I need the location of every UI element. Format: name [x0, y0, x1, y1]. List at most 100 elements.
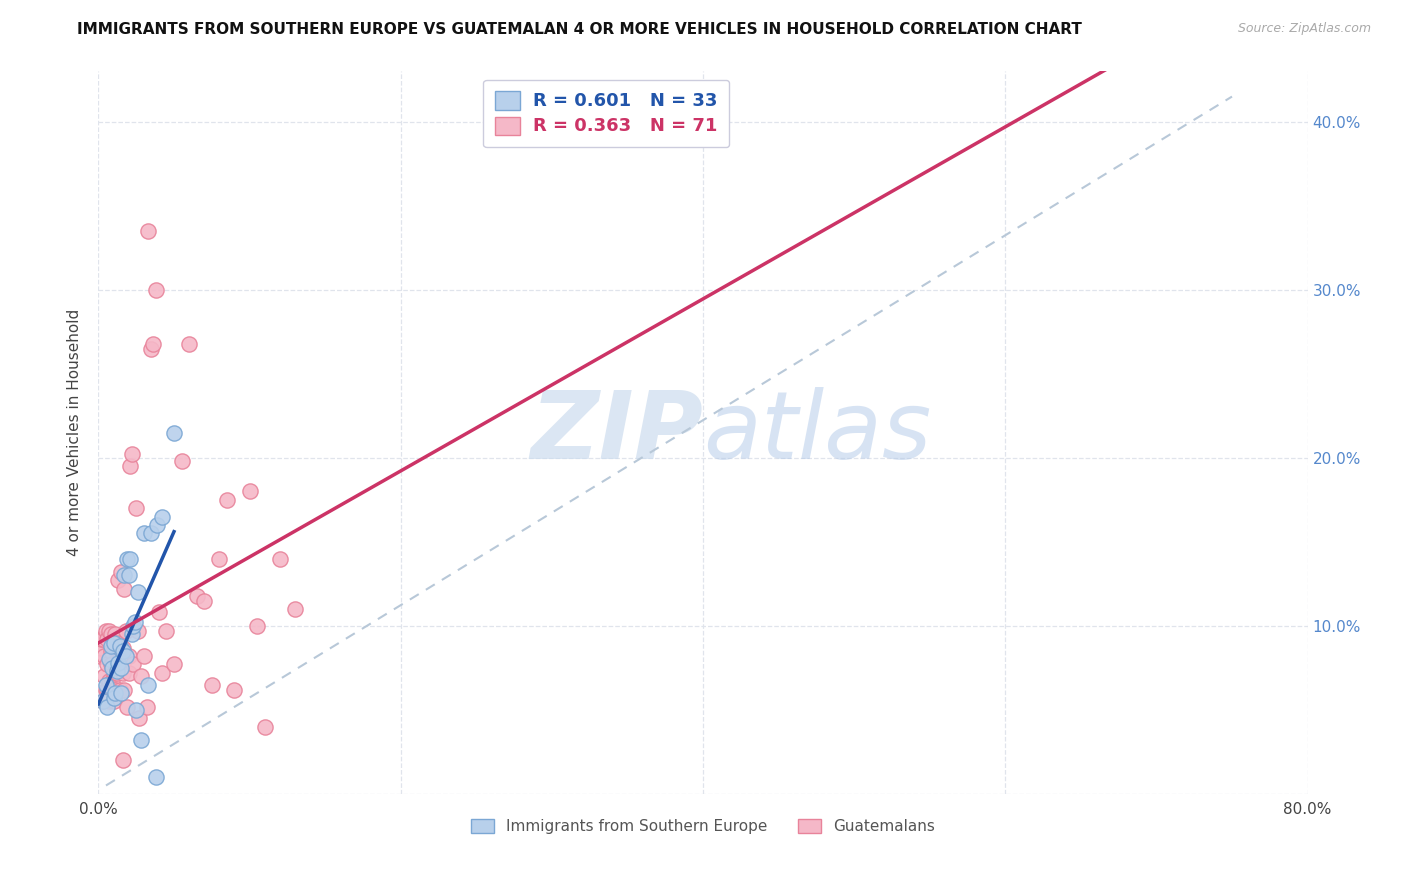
Point: [100, 627, 122, 641]
Point: [118, 649, 141, 664]
Point: [118, 665, 141, 680]
Point: [100, 657, 122, 672]
Point: [122, 619, 145, 633]
Point: [253, 720, 276, 734]
Point: [101, 661, 124, 675]
Point: [90, 632, 112, 647]
Point: [105, 665, 128, 680]
Point: [105, 635, 128, 649]
Point: [269, 551, 291, 566]
Point: [136, 224, 159, 238]
Point: [98, 674, 121, 689]
Point: [93, 649, 115, 664]
Point: [148, 606, 170, 620]
Point: [215, 492, 238, 507]
Point: [107, 574, 129, 588]
Point: [111, 640, 134, 655]
Point: [120, 551, 142, 566]
Point: [179, 336, 201, 351]
Point: [127, 585, 149, 599]
Point: [141, 342, 163, 356]
Point: [110, 686, 132, 700]
Point: [94, 678, 117, 692]
Text: Source: ZipAtlas.com: Source: ZipAtlas.com: [1237, 22, 1371, 36]
Text: atlas: atlas: [703, 387, 931, 478]
Y-axis label: 4 or more Vehicles in Household: 4 or more Vehicles in Household: [67, 309, 83, 557]
Point: [101, 674, 124, 689]
Point: [124, 615, 146, 630]
Point: [111, 644, 134, 658]
Point: [103, 635, 125, 649]
Point: [108, 682, 131, 697]
Point: [284, 602, 307, 616]
Point: [108, 639, 131, 653]
Point: [145, 770, 167, 784]
Point: [118, 568, 141, 582]
Point: [155, 624, 177, 638]
Point: [141, 526, 163, 541]
Point: [115, 699, 138, 714]
Point: [121, 627, 143, 641]
Point: [91, 694, 114, 708]
Point: [129, 733, 152, 747]
Point: [114, 649, 136, 664]
Point: [103, 682, 125, 697]
Point: [193, 593, 215, 607]
Point: [105, 664, 128, 678]
Point: [125, 703, 148, 717]
Point: [110, 565, 132, 579]
Point: [112, 582, 135, 596]
Point: [101, 657, 124, 672]
Point: [96, 682, 118, 697]
Point: [127, 624, 149, 638]
Point: [135, 699, 157, 714]
Point: [94, 624, 117, 638]
Point: [208, 551, 231, 566]
Point: [112, 682, 135, 697]
Point: [90, 640, 112, 655]
Point: [163, 657, 186, 672]
Point: [201, 678, 224, 692]
Point: [129, 669, 152, 683]
Point: [246, 619, 269, 633]
Point: [186, 589, 208, 603]
Point: [91, 694, 114, 708]
Point: [150, 665, 173, 680]
Point: [170, 454, 193, 468]
Point: [98, 694, 121, 708]
Point: [142, 336, 165, 351]
Point: [100, 644, 122, 658]
Point: [111, 753, 134, 767]
Point: [110, 649, 132, 664]
Point: [150, 509, 173, 524]
Text: ZIP: ZIP: [530, 386, 703, 479]
Point: [128, 711, 150, 725]
Point: [125, 501, 148, 516]
Point: [115, 551, 138, 566]
Point: [104, 627, 127, 641]
Point: [122, 657, 145, 672]
Point: [121, 447, 143, 461]
Point: [103, 691, 125, 706]
Point: [114, 624, 136, 638]
Point: [136, 678, 159, 692]
Point: [132, 526, 155, 541]
Point: [163, 425, 186, 440]
Point: [112, 568, 135, 582]
Point: [145, 283, 167, 297]
Point: [104, 686, 127, 700]
Point: [91, 632, 114, 647]
Point: [100, 639, 122, 653]
Point: [104, 682, 127, 697]
Point: [103, 694, 125, 708]
Point: [98, 624, 121, 638]
Point: [103, 665, 125, 680]
Point: [132, 649, 155, 664]
Point: [111, 665, 134, 680]
Point: [96, 657, 118, 672]
Point: [94, 682, 117, 697]
Point: [120, 459, 142, 474]
Legend: Immigrants from Southern Europe, Guatemalans: Immigrants from Southern Europe, Guatema…: [465, 813, 941, 840]
Point: [239, 484, 262, 499]
Point: [224, 682, 246, 697]
